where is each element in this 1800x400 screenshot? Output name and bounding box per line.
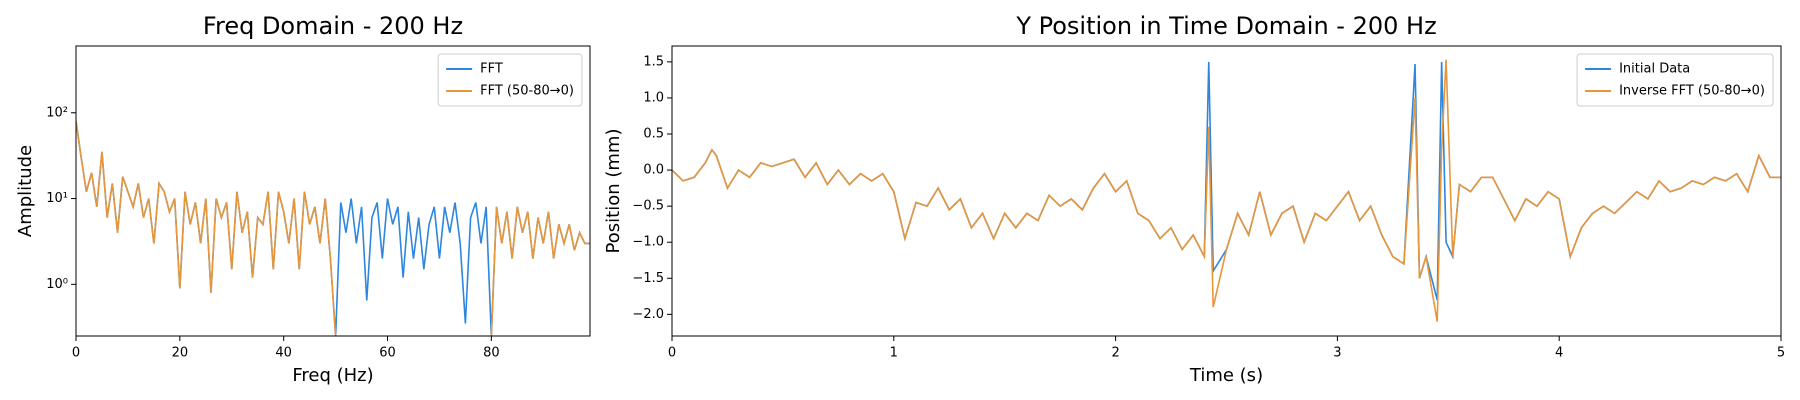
y-tick-label: −1.5 [632, 271, 664, 286]
y-tick-label: 0.5 [643, 127, 664, 142]
x-tick-label: 1 [890, 346, 898, 361]
x-axis-label: Time (s) [1189, 365, 1263, 386]
x-tick-label: 40 [275, 346, 292, 361]
legend-label: Initial Data [1619, 62, 1690, 77]
y-axis-label: Position (mm) [603, 129, 624, 254]
x-tick-label: 20 [172, 346, 189, 361]
series-line [76, 120, 590, 336]
y-axis-label: Amplitude [15, 145, 36, 237]
y-tick-label: 1.0 [643, 90, 664, 105]
x-tick-label: 0 [72, 346, 80, 361]
legend: FFT FFT (50-80→0) [437, 53, 583, 107]
legend-label: FFT [480, 62, 503, 77]
x-tick-label: 3 [1333, 346, 1341, 361]
x-tick-label: 5 [1777, 346, 1785, 361]
x-tick-label: 80 [483, 346, 500, 361]
x-axis-label: Freq (Hz) [292, 365, 373, 386]
legend-box [437, 53, 583, 107]
axes-frame [75, 45, 591, 337]
y-tick-label: −0.5 [632, 199, 664, 214]
y-tick-label: 10² [46, 105, 68, 120]
y-tick-label: 10¹ [46, 191, 68, 206]
y-tick-label: 10⁰ [46, 277, 68, 292]
x-tick-label: 2 [1111, 346, 1119, 361]
x-tick-label: 60 [379, 346, 396, 361]
chart-title: Freq Domain - 200 Hz [203, 12, 463, 40]
y-tick-label: 0.0 [643, 163, 664, 178]
x-tick-label: 0 [668, 346, 676, 361]
series-line [672, 59, 1781, 322]
legend-label: Inverse FFT (50-80→0) [1619, 84, 1765, 99]
axes-frame [671, 45, 1782, 337]
y-tick-label: −1.0 [632, 235, 664, 250]
legend-box [1576, 53, 1774, 107]
y-tick-label: 1.5 [643, 54, 664, 69]
y-tick-label: −2.0 [632, 307, 664, 322]
legend-label: FFT (50-80→0) [480, 84, 574, 99]
legend: Initial Data Inverse FFT (50-80→0) [1576, 53, 1774, 107]
chart-title: Y Position in Time Domain - 200 Hz [1015, 12, 1436, 40]
x-tick-label: 4 [1555, 346, 1563, 361]
